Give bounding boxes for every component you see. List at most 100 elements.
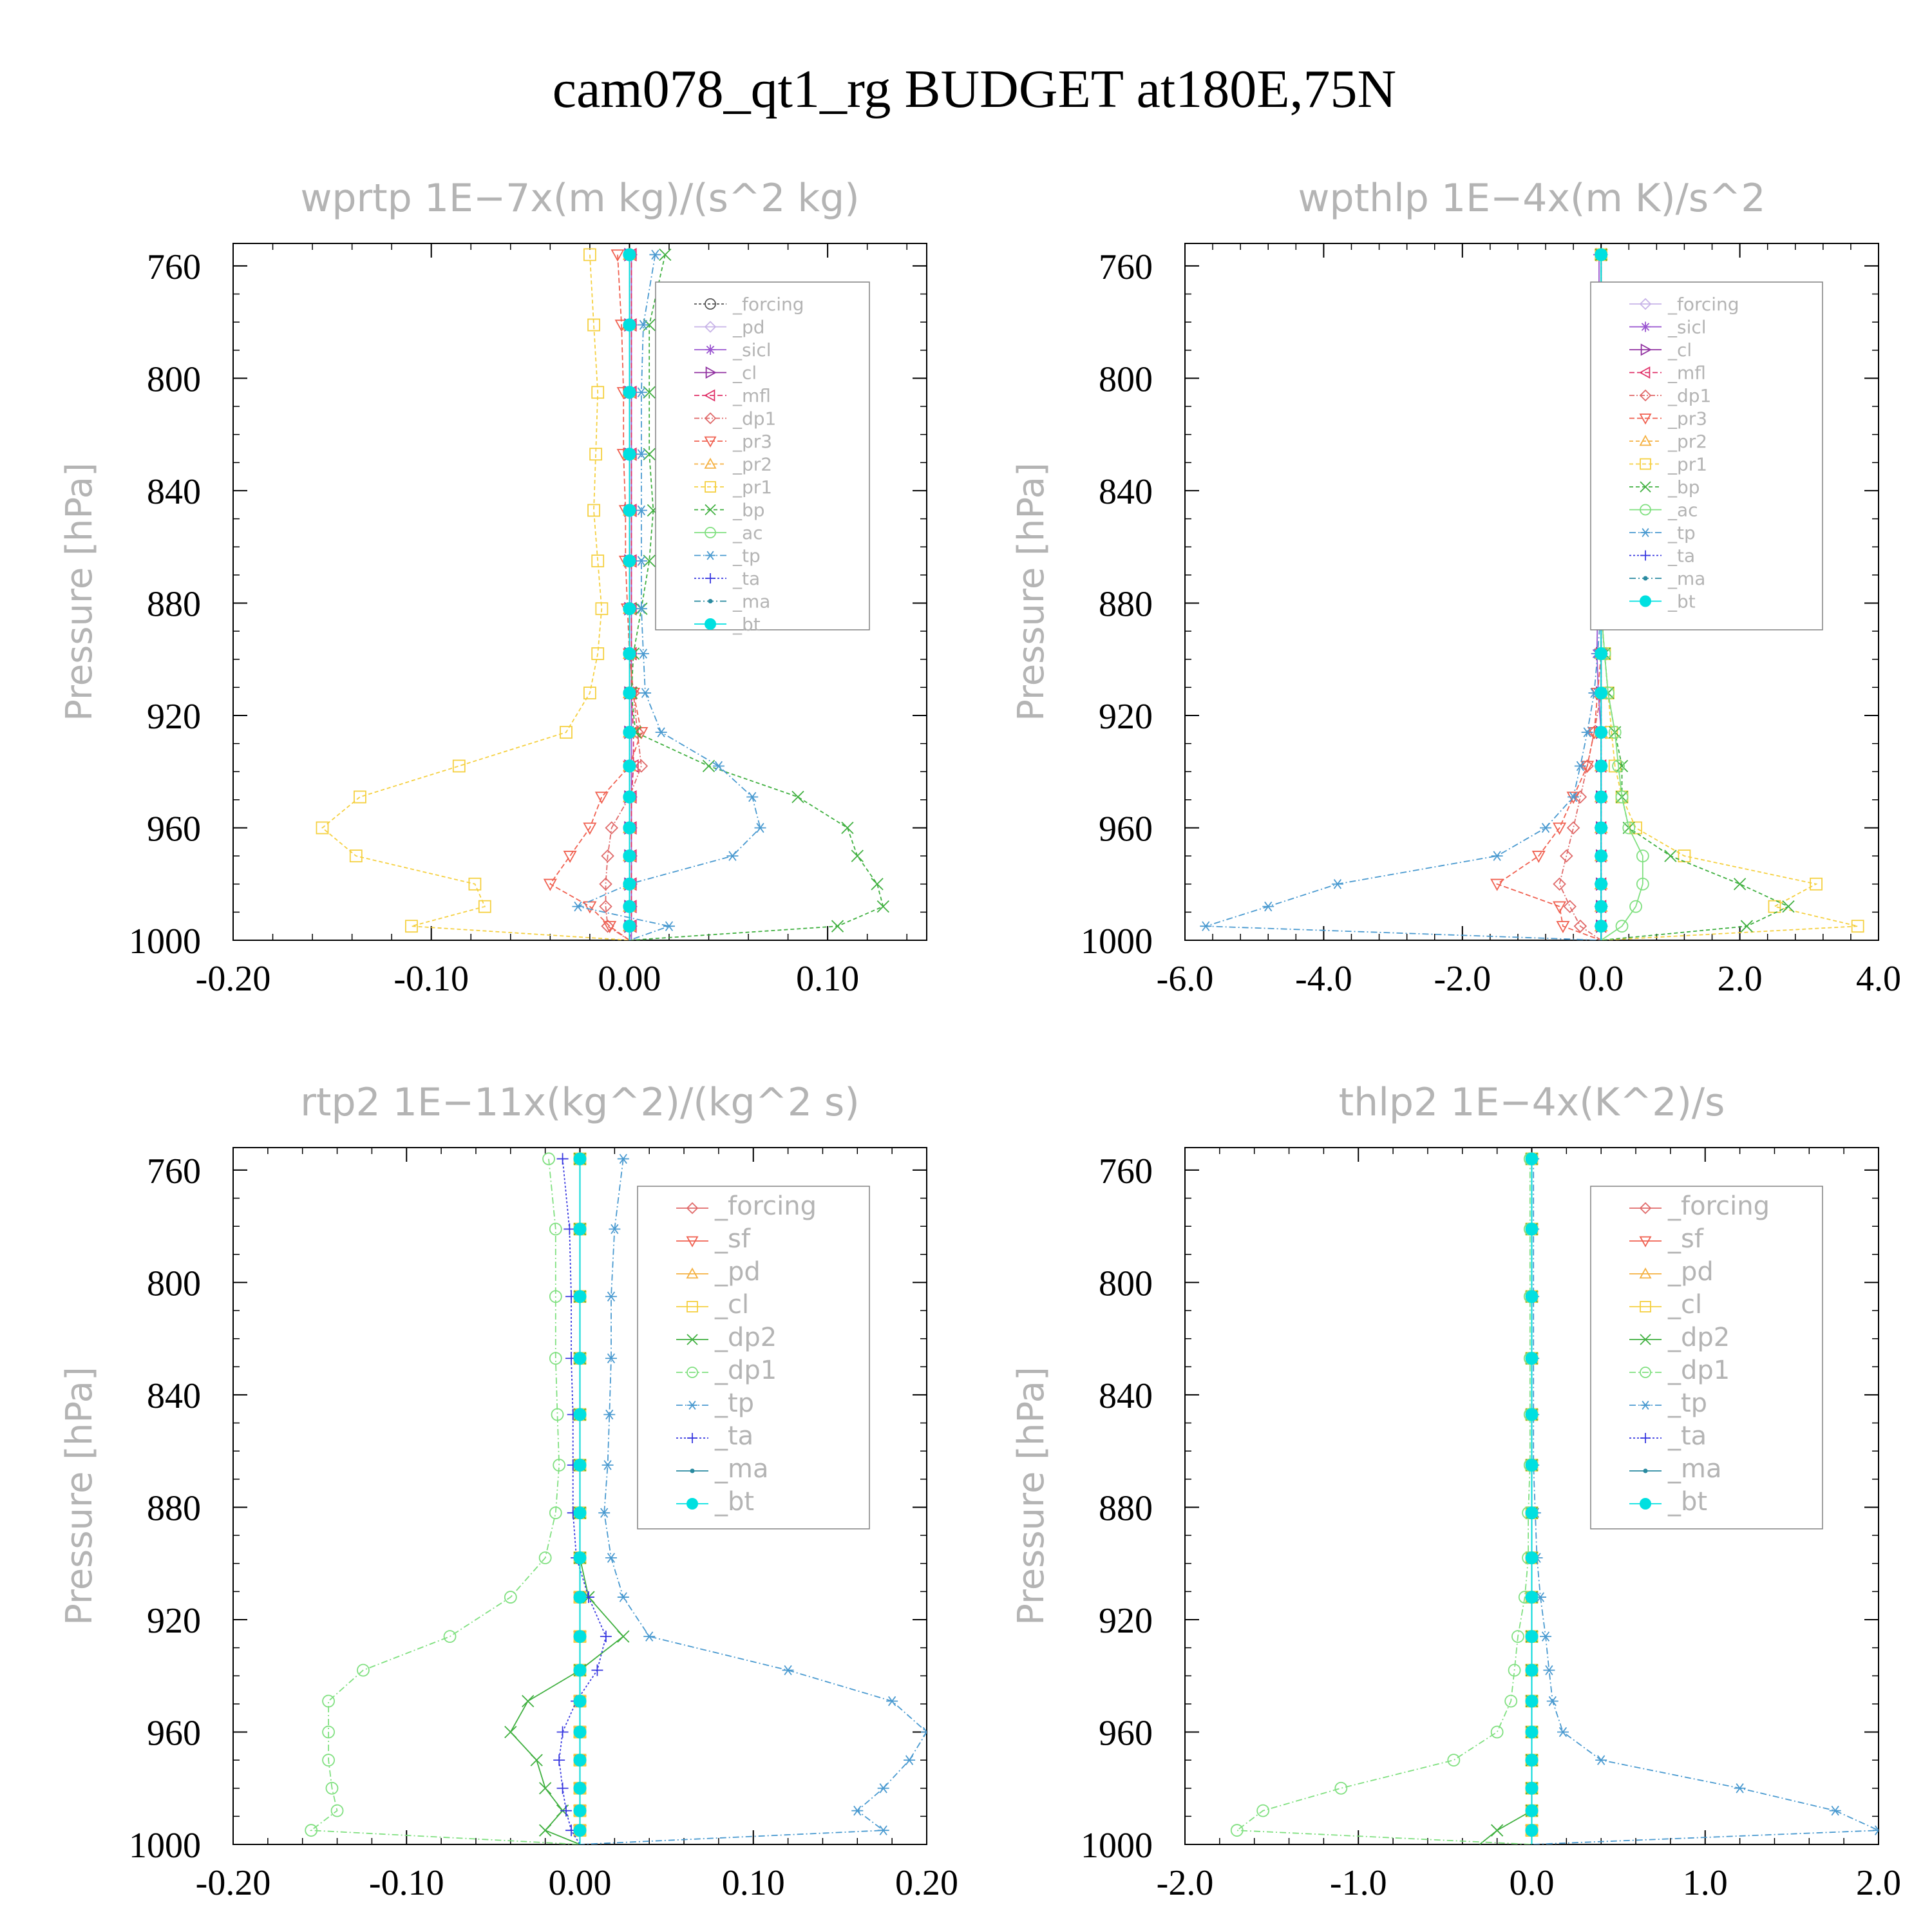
thlp2-y-tick-label: 800 bbox=[1099, 1264, 1153, 1303]
wpthlp-legend-label: _cl bbox=[1667, 339, 1692, 361]
wprtp-point-tp bbox=[726, 851, 739, 861]
rtp2-legend-marker bbox=[686, 1202, 699, 1215]
wpthlp-point-bt bbox=[1595, 821, 1608, 835]
wpthlp-point-pr3 bbox=[1490, 878, 1504, 891]
wpthlp-legend-label: _bp bbox=[1667, 477, 1700, 498]
wpthlp-point-bp bbox=[1664, 849, 1677, 862]
wpthlp-series-line-pr3 bbox=[1495, 254, 1602, 940]
wpthlp-point-bt bbox=[1595, 759, 1608, 773]
wpthlp-x-tick-label: 4.0 bbox=[1856, 959, 1901, 999]
rtp2-legend-label: _sf bbox=[714, 1224, 751, 1254]
wprtp-point-tp bbox=[635, 387, 647, 397]
wpthlp-point-ac bbox=[1629, 900, 1642, 913]
wprtp-x-tick-label: 0.00 bbox=[598, 959, 661, 999]
wprtp-point-tp bbox=[663, 921, 675, 931]
wpthlp-legend-marker bbox=[1640, 343, 1652, 356]
wprtp-point-pr1 bbox=[589, 448, 603, 461]
rtp2-point-bt bbox=[573, 1222, 587, 1236]
wprtp-point-dp1 bbox=[601, 849, 614, 863]
wprtp-legend-label: _pr1 bbox=[732, 477, 772, 498]
wpthlp-point-ac bbox=[1615, 790, 1629, 804]
thlp2-point-tp bbox=[1540, 1631, 1552, 1642]
thlp2-x-tick-label: 1.0 bbox=[1683, 1863, 1728, 1903]
wpthlp-point-tp bbox=[1574, 761, 1586, 772]
rtp2-point-dp2 bbox=[539, 1782, 552, 1795]
wprtp-legend-label: _bt bbox=[732, 614, 761, 635]
wprtp-point-dp1 bbox=[634, 759, 649, 773]
wprtp-point-tp bbox=[637, 649, 649, 659]
thlp2-legend-marker bbox=[1640, 1401, 1651, 1410]
wpthlp-legend-label: _ac bbox=[1667, 500, 1698, 521]
thlp2-legend-marker bbox=[1643, 1468, 1648, 1473]
wpthlp-point-bt bbox=[1595, 877, 1608, 891]
wprtp-legend-marker bbox=[705, 504, 716, 516]
wprtp-legend-marker bbox=[704, 412, 717, 424]
rtp2-point-dp2 bbox=[539, 1824, 552, 1837]
wpthlp-legend-marker bbox=[1639, 298, 1652, 310]
wprtp-legend-marker bbox=[705, 551, 715, 560]
wprtp-point-bp bbox=[643, 318, 656, 332]
thlp2-legend-label: _dp2 bbox=[1667, 1323, 1730, 1352]
wprtp-point-pr1 bbox=[560, 726, 573, 739]
wpthlp-panel-title: wpthlp 1E−4x(m K)/s^2 bbox=[1298, 176, 1765, 221]
wprtp-point-bt bbox=[623, 687, 636, 700]
rtp2-point-bt bbox=[573, 1506, 587, 1520]
thlp2-panel-title: thlp2 1E−4x(K^2)/s bbox=[1339, 1080, 1725, 1125]
wpthlp-x-tick-label: 0.0 bbox=[1578, 959, 1624, 999]
thlp2-point-tp bbox=[1546, 1696, 1558, 1707]
wpthlp-point-bt bbox=[1595, 920, 1608, 933]
thlp2-legend-label: _cl bbox=[1667, 1290, 1702, 1320]
wpthlp-legend-marker bbox=[1640, 595, 1651, 607]
thlp2-point-tp bbox=[1557, 1727, 1569, 1738]
thlp2-x-tick-label: 0.0 bbox=[1510, 1863, 1555, 1903]
wpthlp-y-tick-label: 920 bbox=[1099, 697, 1153, 737]
wpthlp-y-tick-label: 1000 bbox=[1081, 922, 1153, 961]
wpthlp-legend-label: _sicl bbox=[1667, 317, 1707, 338]
rtp2-panel-title: rtp2 1E−11x(kg^2)/(kg^2 s) bbox=[300, 1080, 859, 1125]
wprtp-point-bp bbox=[851, 849, 864, 862]
panel-wpthlp: wpthlp 1E−4x(m K)/s^2 Pressure [hPa] -6.0 -… bbox=[1010, 176, 1901, 999]
rtp2-point-tp bbox=[605, 1291, 617, 1302]
rtp2-point-dp1 bbox=[504, 1591, 517, 1604]
wprtp-legend-marker bbox=[704, 436, 717, 448]
wprtp-y-tick-label: 920 bbox=[147, 697, 201, 737]
thlp2-legend-marker bbox=[1639, 1267, 1652, 1279]
thlp2-point-bt bbox=[1525, 1352, 1539, 1365]
rtp2-y-axis-label: Pressure [hPa] bbox=[59, 1367, 100, 1625]
wprtp-legend-label: _mfl bbox=[732, 385, 771, 406]
wprtp-x-tick-label: 0.10 bbox=[796, 959, 859, 999]
wprtp-point-tp bbox=[655, 727, 667, 737]
rtp2-point-bt bbox=[573, 1694, 587, 1708]
wpthlp-point-ac bbox=[1636, 849, 1649, 863]
wprtp-point-tp bbox=[712, 761, 724, 772]
thlp2-legend-marker bbox=[1640, 1498, 1651, 1510]
rtp2-point-dp1 bbox=[357, 1663, 370, 1677]
wpthlp-legend-marker bbox=[1643, 576, 1648, 581]
wpthlp-legend-marker bbox=[1640, 504, 1651, 516]
rtp2-legend-label: _forcing bbox=[714, 1191, 817, 1221]
wpthlp-legend-marker bbox=[1639, 389, 1652, 402]
rtp2-point-dp1 bbox=[551, 1408, 564, 1421]
wpthlp-point-dp1 bbox=[1553, 877, 1566, 891]
rtp2-legend-label: _dp1 bbox=[714, 1356, 777, 1385]
rtp2-legend-marker bbox=[686, 1236, 699, 1247]
wpthlp-legend-label: _pr2 bbox=[1667, 431, 1707, 452]
rtp2-legend-label: _ma bbox=[714, 1454, 768, 1484]
wprtp-point-pr1 bbox=[405, 920, 418, 933]
rtp2-legend-label: _ta bbox=[714, 1421, 753, 1451]
wprtp-point-dp1 bbox=[601, 919, 614, 933]
thlp2-point-tp bbox=[1734, 1783, 1746, 1794]
wprtp-series-line-pr1 bbox=[321, 254, 630, 940]
rtp2-series-group bbox=[305, 1151, 927, 1844]
thlp2-legend-label: _ta bbox=[1667, 1421, 1707, 1451]
wprtp-legend-label: _pr3 bbox=[732, 431, 772, 452]
wpthlp-y-tick-label: 760 bbox=[1099, 247, 1153, 287]
wpthlp-y-tick-label: 880 bbox=[1099, 584, 1153, 624]
thlp2-point-bt bbox=[1525, 1630, 1539, 1643]
thlp2-legend-marker bbox=[1640, 1433, 1651, 1443]
wprtp-point-pr1 bbox=[316, 821, 329, 835]
rtp2-point-tp bbox=[886, 1696, 898, 1707]
wpthlp-point-dp1 bbox=[1566, 821, 1580, 835]
thlp2-series-line-dp2 bbox=[1479, 1159, 1533, 1844]
wprtp-point-bp bbox=[659, 248, 672, 261]
